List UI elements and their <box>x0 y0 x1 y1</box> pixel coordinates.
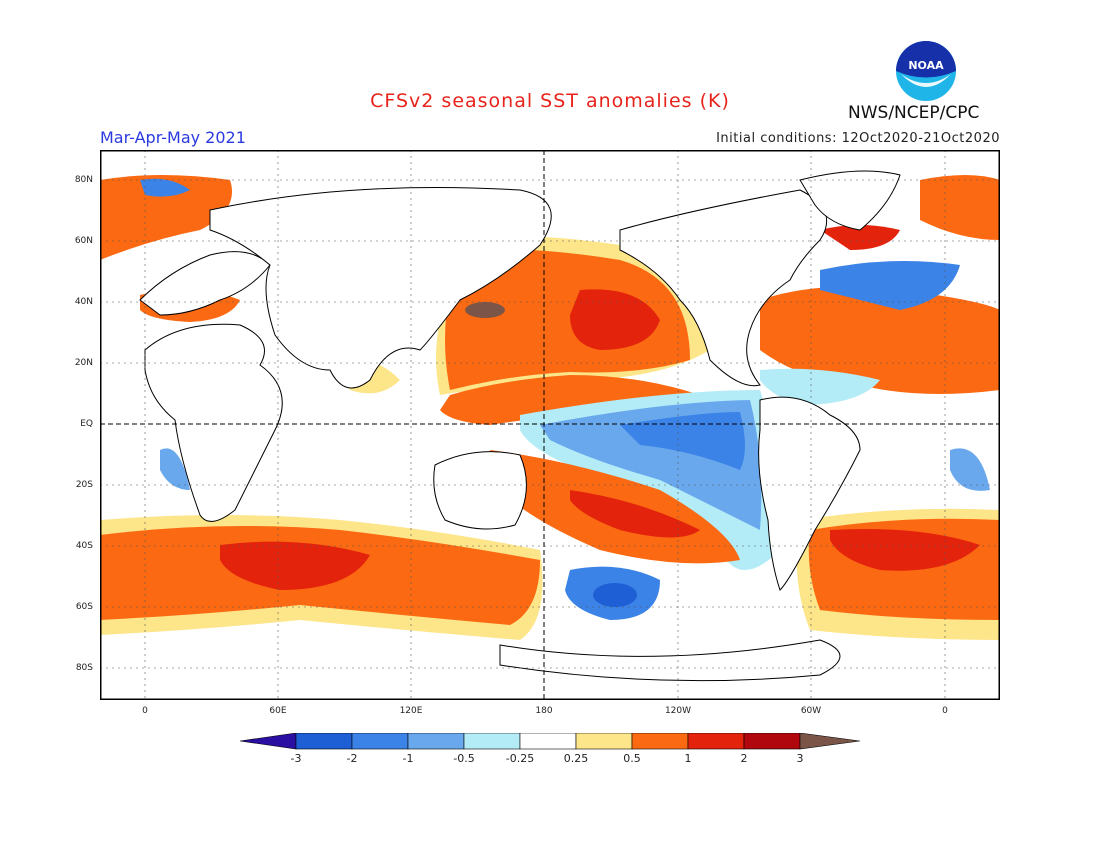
initial-conditions-label: Initial conditions: 12Oct2020-21Oct2020 <box>716 131 1000 146</box>
lon-label: 0 <box>142 706 148 716</box>
colorbar-swatch <box>463 733 521 750</box>
colorbar-swatch <box>295 733 353 750</box>
lat-label: 60S <box>75 602 93 612</box>
map-title: CFSv2 seasonal SST anomalies (K) <box>370 90 730 112</box>
lon-label: 60E <box>269 706 287 716</box>
lat-label: 20S <box>75 480 93 490</box>
colorbar-label: -2 <box>346 752 358 765</box>
colorbar-label: -0.5 <box>453 752 475 765</box>
lon-label: 0 <box>942 706 948 716</box>
colorbar-label: 1 <box>684 752 692 765</box>
colorbar-label: -0.25 <box>505 752 535 765</box>
noaa-logo-text: NOAA <box>908 59 944 72</box>
map-canvas <box>100 150 1000 700</box>
colorbar-label: 2 <box>740 752 748 765</box>
graticule <box>100 150 1000 700</box>
colorbar-swatch <box>407 733 465 750</box>
colorbar-swatch <box>743 733 801 750</box>
colorbar-label: -1 <box>402 752 414 765</box>
agency-label: NWS/NCEP/CPC <box>848 103 980 123</box>
colorbar-label: -3 <box>290 752 302 765</box>
lat-label: 80N <box>74 175 93 185</box>
colorbar-label: 3 <box>796 752 804 765</box>
colorbar <box>240 733 860 750</box>
lon-label: 60W <box>800 706 822 716</box>
lat-label: EQ <box>80 419 93 429</box>
sst-anomaly-map <box>100 150 1000 700</box>
lat-label: 40S <box>75 541 93 551</box>
lon-label: 120W <box>664 706 692 716</box>
colorbar-swatch <box>799 733 860 750</box>
continents <box>139 170 901 682</box>
reference-lines <box>100 150 1000 700</box>
lon-label: 120E <box>399 706 423 716</box>
colorbar-label: 0.5 <box>623 752 641 765</box>
colorbar-swatch <box>351 733 409 750</box>
lon-label: 180 <box>535 706 553 716</box>
season-label: Mar-Apr-May 2021 <box>100 128 246 147</box>
colorbar-swatch <box>240 733 297 750</box>
lat-label: 40N <box>74 297 93 307</box>
colorbar-swatch <box>687 733 745 750</box>
colorbar-swatch <box>519 733 577 750</box>
colorbar-label: 0.25 <box>563 752 589 765</box>
colorbar-swatch <box>631 733 689 750</box>
colorbar-swatch <box>575 733 633 750</box>
lat-label: 20N <box>74 358 93 368</box>
noaa-logo-icon: NOAA <box>896 41 956 101</box>
lat-label: 80S <box>75 663 93 673</box>
anomaly-field <box>100 175 1000 640</box>
lat-label: 60N <box>74 236 93 246</box>
